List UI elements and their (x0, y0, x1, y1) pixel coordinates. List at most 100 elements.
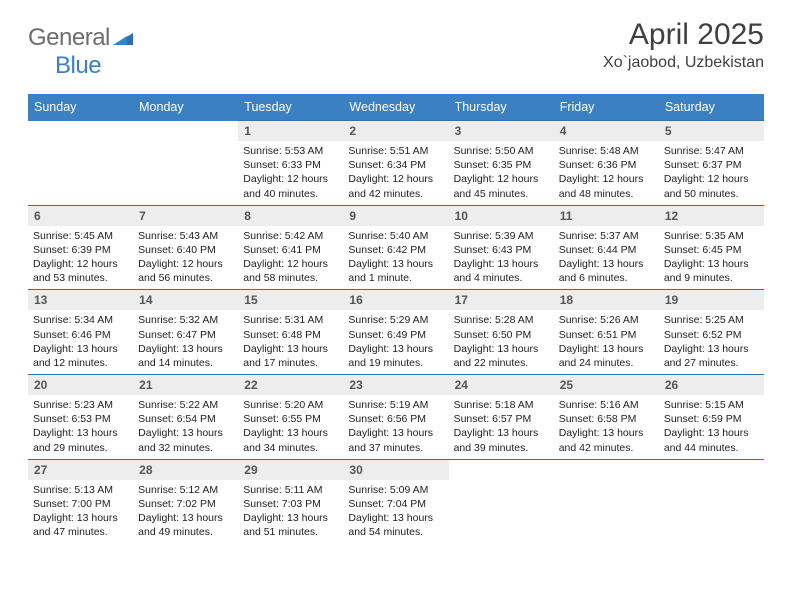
sunset-text: Sunset: 6:45 PM (664, 243, 759, 257)
weekday-header: Tuesday (238, 94, 343, 121)
day-body: Sunrise: 5:42 AMSunset: 6:41 PMDaylight:… (238, 226, 343, 290)
day-body: Sunrise: 5:37 AMSunset: 6:44 PMDaylight:… (554, 226, 659, 290)
sunrise-text: Sunrise: 5:16 AM (559, 398, 654, 412)
day-number: 29 (238, 460, 343, 480)
calendar-cell: 30Sunrise: 5:09 AMSunset: 7:04 PMDayligh… (343, 459, 448, 543)
day-number: 5 (659, 121, 764, 141)
daylight-text: Daylight: 13 hours and 54 minutes. (348, 511, 443, 539)
day-number: 20 (28, 375, 133, 395)
calendar-cell: 29Sunrise: 5:11 AMSunset: 7:03 PMDayligh… (238, 459, 343, 543)
calendar-cell: 7Sunrise: 5:43 AMSunset: 6:40 PMDaylight… (133, 205, 238, 290)
sunrise-text: Sunrise: 5:42 AM (243, 229, 338, 243)
sunset-text: Sunset: 6:35 PM (454, 158, 549, 172)
calendar-cell: 8Sunrise: 5:42 AMSunset: 6:41 PMDaylight… (238, 205, 343, 290)
sunset-text: Sunset: 6:50 PM (454, 328, 549, 342)
calendar-row: 6Sunrise: 5:45 AMSunset: 6:39 PMDaylight… (28, 205, 764, 290)
sunrise-text: Sunrise: 5:50 AM (454, 144, 549, 158)
day-body: Sunrise: 5:12 AMSunset: 7:02 PMDaylight:… (133, 480, 238, 544)
calendar-row: 1Sunrise: 5:53 AMSunset: 6:33 PMDaylight… (28, 121, 764, 206)
calendar-cell: 27Sunrise: 5:13 AMSunset: 7:00 PMDayligh… (28, 459, 133, 543)
sunrise-text: Sunrise: 5:18 AM (454, 398, 549, 412)
sunrise-text: Sunrise: 5:35 AM (664, 229, 759, 243)
calendar-cell: 2Sunrise: 5:51 AMSunset: 6:34 PMDaylight… (343, 121, 448, 206)
day-number: 30 (343, 460, 448, 480)
sunrise-text: Sunrise: 5:47 AM (664, 144, 759, 158)
sunset-text: Sunset: 7:03 PM (243, 497, 338, 511)
daylight-text: Daylight: 13 hours and 9 minutes. (664, 257, 759, 285)
sunset-text: Sunset: 6:36 PM (559, 158, 654, 172)
day-number: 18 (554, 290, 659, 310)
calendar-cell: 11Sunrise: 5:37 AMSunset: 6:44 PMDayligh… (554, 205, 659, 290)
sunrise-text: Sunrise: 5:13 AM (33, 483, 128, 497)
day-number: 9 (343, 206, 448, 226)
daylight-text: Daylight: 12 hours and 42 minutes. (348, 172, 443, 200)
day-number: 14 (133, 290, 238, 310)
daylight-text: Daylight: 13 hours and 19 minutes. (348, 342, 443, 370)
sunset-text: Sunset: 6:43 PM (454, 243, 549, 257)
sunrise-text: Sunrise: 5:25 AM (664, 313, 759, 327)
day-number: 26 (659, 375, 764, 395)
calendar-cell: 21Sunrise: 5:22 AMSunset: 6:54 PMDayligh… (133, 375, 238, 460)
day-number: 22 (238, 375, 343, 395)
logo: General (28, 24, 135, 52)
day-number: 6 (28, 206, 133, 226)
daylight-text: Daylight: 13 hours and 32 minutes. (138, 426, 233, 454)
calendar-table: Sunday Monday Tuesday Wednesday Thursday… (28, 94, 764, 543)
calendar-cell: 23Sunrise: 5:19 AMSunset: 6:56 PMDayligh… (343, 375, 448, 460)
sunset-text: Sunset: 6:33 PM (243, 158, 338, 172)
day-body: Sunrise: 5:13 AMSunset: 7:00 PMDaylight:… (28, 480, 133, 544)
day-number: 27 (28, 460, 133, 480)
daylight-text: Daylight: 13 hours and 37 minutes. (348, 426, 443, 454)
sunset-text: Sunset: 6:58 PM (559, 412, 654, 426)
calendar-row: 20Sunrise: 5:23 AMSunset: 6:53 PMDayligh… (28, 375, 764, 460)
day-number: 21 (133, 375, 238, 395)
sunset-text: Sunset: 6:40 PM (138, 243, 233, 257)
calendar-row: 27Sunrise: 5:13 AMSunset: 7:00 PMDayligh… (28, 459, 764, 543)
day-number: 2 (343, 121, 448, 141)
day-number: 10 (449, 206, 554, 226)
sunset-text: Sunset: 6:47 PM (138, 328, 233, 342)
daylight-text: Daylight: 13 hours and 4 minutes. (454, 257, 549, 285)
daylight-text: Daylight: 13 hours and 1 minute. (348, 257, 443, 285)
calendar-cell: 24Sunrise: 5:18 AMSunset: 6:57 PMDayligh… (449, 375, 554, 460)
calendar-cell: 5Sunrise: 5:47 AMSunset: 6:37 PMDaylight… (659, 121, 764, 206)
day-number: 23 (343, 375, 448, 395)
day-body: Sunrise: 5:43 AMSunset: 6:40 PMDaylight:… (133, 226, 238, 290)
weekday-header: Wednesday (343, 94, 448, 121)
sunset-text: Sunset: 6:52 PM (664, 328, 759, 342)
day-number: 17 (449, 290, 554, 310)
daylight-text: Daylight: 13 hours and 42 minutes. (559, 426, 654, 454)
day-number: 19 (659, 290, 764, 310)
calendar-cell: 16Sunrise: 5:29 AMSunset: 6:49 PMDayligh… (343, 290, 448, 375)
day-body: Sunrise: 5:19 AMSunset: 6:56 PMDaylight:… (343, 395, 448, 459)
weekday-header: Friday (554, 94, 659, 121)
calendar-cell: 19 Sunrise: 5:25 AMSunset: 6:52 PMDayligh… (659, 290, 764, 375)
day-number: 15 (238, 290, 343, 310)
daylight-text: Daylight: 12 hours and 53 minutes. (33, 257, 128, 285)
calendar-cell: 6Sunrise: 5:45 AMSunset: 6:39 PMDaylight… (28, 205, 133, 290)
sunrise-text: Sunrise: 5:34 AM (33, 313, 128, 327)
sunset-text: Sunset: 6:39 PM (33, 243, 128, 257)
daylight-text: Daylight: 12 hours and 58 minutes. (243, 257, 338, 285)
sunrise-text: Sunrise: 5:32 AM (138, 313, 233, 327)
day-body: Sunrise: 5:35 AMSunset: 6:45 PMDaylight:… (659, 226, 764, 290)
sunrise-text: Sunrise: 5:22 AM (138, 398, 233, 412)
daylight-text: Daylight: 13 hours and 27 minutes. (664, 342, 759, 370)
page-title: April 2025 (603, 18, 764, 52)
calendar-cell: 25Sunrise: 5:16 AMSunset: 6:58 PMDayligh… (554, 375, 659, 460)
sunset-text: Sunset: 6:41 PM (243, 243, 338, 257)
day-body: Sunrise: 5:47 AMSunset: 6:37 PMDaylight:… (659, 141, 764, 205)
day-body: Sunrise: 5:51 AMSunset: 6:34 PMDaylight:… (343, 141, 448, 205)
sunset-text: Sunset: 6:44 PM (559, 243, 654, 257)
day-number: 4 (554, 121, 659, 141)
calendar-cell: 28Sunrise: 5:12 AMSunset: 7:02 PMDayligh… (133, 459, 238, 543)
daylight-text: Daylight: 13 hours and 44 minutes. (664, 426, 759, 454)
day-body: Sunrise: 5:34 AMSunset: 6:46 PMDaylight:… (28, 310, 133, 374)
calendar-cell: 22Sunrise: 5:20 AMSunset: 6:55 PMDayligh… (238, 375, 343, 460)
daylight-text: Daylight: 13 hours and 51 minutes. (243, 511, 338, 539)
daylight-text: Daylight: 12 hours and 48 minutes. (559, 172, 654, 200)
day-body: Sunrise: 5:20 AMSunset: 6:55 PMDaylight:… (238, 395, 343, 459)
calendar-cell: 14Sunrise: 5:32 AMSunset: 6:47 PMDayligh… (133, 290, 238, 375)
day-body: Sunrise: 5:26 AMSunset: 6:51 PMDaylight:… (554, 310, 659, 374)
day-body: Sunrise: 5:40 AMSunset: 6:42 PMDaylight:… (343, 226, 448, 290)
